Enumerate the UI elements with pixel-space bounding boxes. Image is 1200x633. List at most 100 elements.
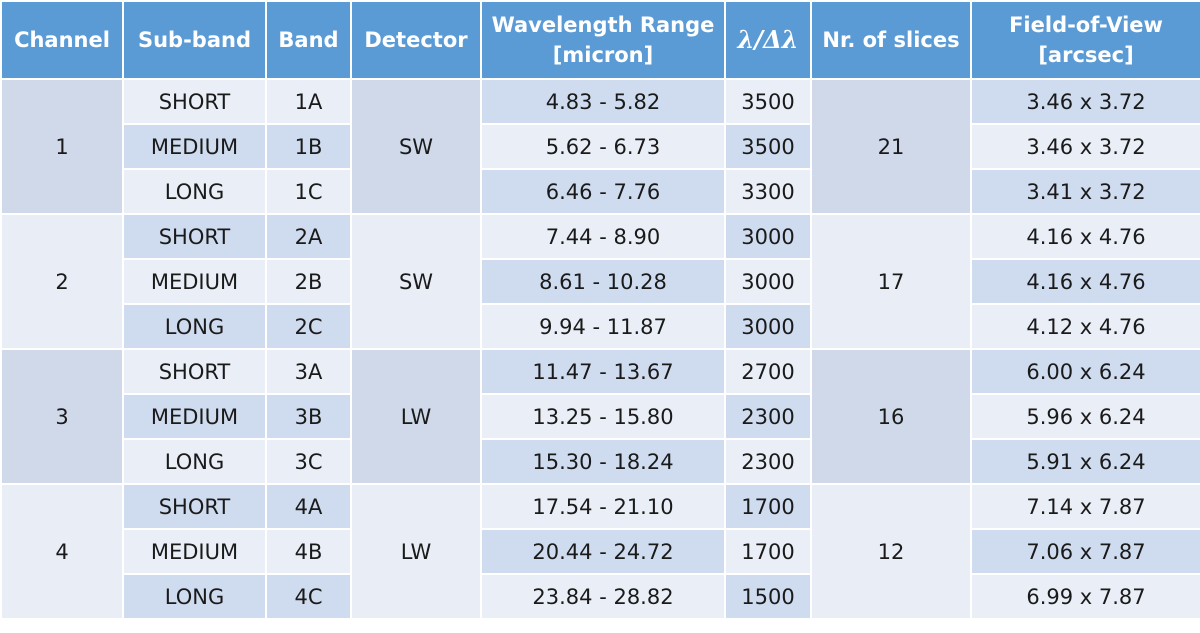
wavelength-cell: 4.83 - 5.82 bbox=[480, 78, 726, 125]
fov-cell: 4.16 x 4.76 bbox=[970, 213, 1200, 260]
band-cell: 3A bbox=[265, 348, 352, 395]
fov-cell: 3.46 x 3.72 bbox=[970, 123, 1200, 170]
sub-band-cell: SHORT bbox=[122, 213, 267, 260]
fov-cell: 5.91 x 6.24 bbox=[970, 438, 1200, 485]
table-row: MEDIUM 1B 5.62 - 6.73 3500 3.46 x 3.72 bbox=[1, 123, 1200, 170]
header-line: [micron] bbox=[552, 43, 654, 67]
resolution-cell: 1700 bbox=[724, 483, 812, 530]
wavelength-cell: 5.62 - 6.73 bbox=[480, 123, 726, 170]
wavelength-cell: 20.44 - 24.72 bbox=[480, 528, 726, 575]
sub-band-cell: MEDIUM bbox=[122, 123, 267, 170]
table-row: LONG 2C 9.94 - 11.87 3000 4.12 x 4.76 bbox=[1, 303, 1200, 350]
header-cell: Channel bbox=[0, 0, 124, 80]
wavelength-cell: 7.44 - 8.90 bbox=[480, 213, 726, 260]
band-cell: 1A bbox=[265, 78, 352, 125]
slices-cell: 21 bbox=[810, 78, 972, 215]
channel-cell: 2 bbox=[0, 213, 124, 350]
detector-cell: LW bbox=[350, 483, 482, 620]
resolution-cell: 2300 bbox=[724, 438, 812, 485]
band-cell: 1B bbox=[265, 123, 352, 170]
sub-band-cell: SHORT bbox=[122, 78, 267, 125]
band-cell: 4C bbox=[265, 573, 352, 620]
fov-cell: 6.99 x 7.87 bbox=[970, 573, 1200, 620]
header-line: Wavelength Range bbox=[491, 13, 715, 37]
channel-cell: 3 bbox=[0, 348, 124, 485]
header-cell: λ/Δλ bbox=[724, 0, 812, 80]
resolution-cell: 3000 bbox=[724, 213, 812, 260]
band-cell: 3B bbox=[265, 393, 352, 440]
band-cell: 2B bbox=[265, 258, 352, 305]
fov-cell: 3.41 x 3.72 bbox=[970, 168, 1200, 215]
header-cell: Nr. of slices bbox=[810, 0, 972, 80]
slices-cell: 12 bbox=[810, 483, 972, 620]
table-row: MEDIUM 3B 13.25 - 15.80 2300 5.96 x 6.24 bbox=[1, 393, 1200, 440]
wavelength-cell: 9.94 - 11.87 bbox=[480, 303, 726, 350]
wavelength-cell: 13.25 - 15.80 bbox=[480, 393, 726, 440]
wavelength-cell: 17.54 - 21.10 bbox=[480, 483, 726, 530]
sub-band-cell: MEDIUM bbox=[122, 258, 267, 305]
detector-cell: SW bbox=[350, 78, 482, 215]
table-body: 1 SHORT 1A SW 4.83 - 5.82 3500 21 3.46 x 3.72 ME… bbox=[0, 78, 1200, 620]
sub-band-cell: SHORT bbox=[122, 348, 267, 395]
band-cell: 2A bbox=[265, 213, 352, 260]
fov-cell: 6.00 x 6.24 bbox=[970, 348, 1200, 395]
header-cell: Wavelength Range [micron] bbox=[480, 0, 726, 80]
table-row: MEDIUM 4B 20.44 - 24.72 1700 7.06 x 7.87 bbox=[1, 528, 1200, 575]
fov-cell: 7.14 x 7.87 bbox=[970, 483, 1200, 530]
table-row: LONG 1C 6.46 - 7.76 3300 3.41 x 3.72 bbox=[1, 168, 1200, 215]
slices-cell: 17 bbox=[810, 213, 972, 350]
sub-band-cell: MEDIUM bbox=[122, 393, 267, 440]
sub-band-cell: LONG bbox=[122, 438, 267, 485]
wavelength-cell: 23.84 - 28.82 bbox=[480, 573, 726, 620]
header-row: Channel Sub-band Band Detector Wavelength Ra… bbox=[0, 0, 1200, 80]
sub-band-cell: LONG bbox=[122, 573, 267, 620]
resolution-cell: 2300 bbox=[724, 393, 812, 440]
resolution-cell: 3300 bbox=[724, 168, 812, 215]
fov-cell: 7.06 x 7.87 bbox=[970, 528, 1200, 575]
fov-cell: 4.16 x 4.76 bbox=[970, 258, 1200, 305]
channel-cell: 4 bbox=[0, 483, 124, 620]
band-cell: 4B bbox=[265, 528, 352, 575]
resolution-cell: 3500 bbox=[724, 78, 812, 125]
table-row: LONG 4C 23.84 - 28.82 1500 6.99 x 7.87 bbox=[1, 573, 1200, 620]
table-row: 3 SHORT 3A LW 11.47 - 13.67 2700 16 6.00 x 6.24 bbox=[0, 348, 1200, 485]
detector-cell: SW bbox=[350, 213, 482, 350]
sub-band-cell: LONG bbox=[122, 303, 267, 350]
header-cell: Sub-band bbox=[122, 0, 267, 80]
sub-band-cell: MEDIUM bbox=[122, 528, 267, 575]
fov-cell: 5.96 x 6.24 bbox=[970, 393, 1200, 440]
slices-cell: 16 bbox=[810, 348, 972, 485]
table-row: LONG 3C 15.30 - 18.24 2300 5.91 x 6.24 bbox=[1, 438, 1200, 485]
wavelength-cell: 11.47 - 13.67 bbox=[480, 348, 726, 395]
header-cell: Band bbox=[265, 0, 352, 80]
wavelength-cell: 15.30 - 18.24 bbox=[480, 438, 726, 485]
fov-cell: 4.12 x 4.76 bbox=[970, 303, 1200, 350]
data-table: Channel Sub-band Band Detector Wavelength Ra… bbox=[0, 0, 1200, 620]
header-cell: Detector bbox=[350, 0, 482, 80]
resolution-cell: 1500 bbox=[724, 573, 812, 620]
band-cell: 2C bbox=[265, 303, 352, 350]
table-row: 2 SHORT 2A SW 7.44 - 8.90 3000 17 4.16 x 4.76 bbox=[0, 213, 1200, 350]
band-cell: 1C bbox=[265, 168, 352, 215]
band-cell: 3C bbox=[265, 438, 352, 485]
detector-cell: LW bbox=[350, 348, 482, 485]
resolution-cell: 3500 bbox=[724, 123, 812, 170]
wavelength-cell: 6.46 - 7.76 bbox=[480, 168, 726, 215]
resolution-cell: 1700 bbox=[724, 528, 812, 575]
header-line: [arcsec] bbox=[1038, 43, 1134, 67]
fov-cell: 3.46 x 3.72 bbox=[970, 78, 1200, 125]
wavelength-cell: 8.61 - 10.28 bbox=[480, 258, 726, 305]
header-cell: Field-of-View [arcsec] bbox=[970, 0, 1200, 80]
resolution-cell: 2700 bbox=[724, 348, 812, 395]
band-cell: 4A bbox=[265, 483, 352, 530]
table-row: MEDIUM 2B 8.61 - 10.28 3000 4.16 x 4.76 bbox=[1, 258, 1200, 305]
table-row: 1 SHORT 1A SW 4.83 - 5.82 3500 21 3.46 x 3.72 bbox=[0, 78, 1200, 215]
header-line: Field-of-View bbox=[1009, 13, 1163, 37]
sub-band-cell: SHORT bbox=[122, 483, 267, 530]
resolution-cell: 3000 bbox=[724, 303, 812, 350]
channel-cell: 1 bbox=[0, 78, 124, 215]
sub-band-cell: LONG bbox=[122, 168, 267, 215]
resolution-cell: 3000 bbox=[724, 258, 812, 305]
table-row: 4 SHORT 4A LW 17.54 - 21.10 1700 12 7.14 x 7.87 bbox=[0, 483, 1200, 620]
